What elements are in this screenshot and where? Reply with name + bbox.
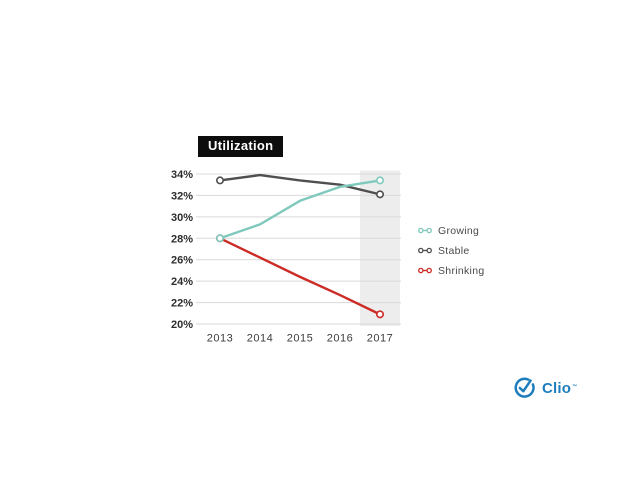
y-axis-tick-label: 30%: [171, 212, 193, 224]
growing-line-marker-icon: [418, 227, 432, 234]
y-axis-tick-label: 26%: [171, 255, 193, 267]
series-line-stable: [218, 173, 382, 196]
legend-label-stable: Stable: [438, 244, 470, 257]
series-line-growing: [218, 179, 382, 240]
y-axis-tick-label: 24%: [171, 276, 193, 288]
data-point-shrinking-2017: [375, 310, 384, 319]
shrinking-line-marker-icon: [418, 267, 432, 274]
series-line-shrinking: [218, 237, 382, 316]
legend-label-growing: Growing: [438, 224, 480, 237]
legend-item-growing: Growing: [418, 224, 484, 237]
legend-label-shrinking: Shrinking: [438, 264, 485, 277]
x-axis-tick-label: 2014: [247, 333, 273, 345]
y-axis-tick-label: 22%: [171, 298, 193, 310]
data-point-growing-2017: [375, 176, 384, 185]
y-axis-tick-label: 28%: [171, 233, 193, 245]
chart-legend: Growing Stable Shrinking: [418, 224, 484, 277]
x-axis-tick-label: 2013: [207, 333, 233, 345]
trademark-mark: ™: [572, 384, 578, 390]
legend-item-shrinking: Shrinking: [418, 264, 484, 277]
data-point-stable-2013: [216, 176, 225, 185]
clio-logo: Clio™: [511, 374, 578, 401]
clio-logo-text: Clio™: [542, 380, 578, 397]
x-axis-tick-label: 2015: [287, 333, 313, 345]
y-axis-tick-label: 32%: [171, 190, 193, 202]
y-axis-tick-label: 20%: [171, 319, 193, 331]
chart-title: Utilization: [198, 136, 284, 157]
data-point-growing-2013: [216, 234, 225, 243]
x-axis-tick-label: 2017: [367, 333, 393, 345]
y-axis-tick-label: 34%: [171, 169, 193, 181]
x-axis-tick-label: 2016: [327, 333, 353, 345]
clio-check-icon: [514, 377, 535, 398]
legend-item-stable: Stable: [418, 244, 484, 257]
stable-line-marker-icon: [418, 247, 432, 254]
data-point-stable-2017: [375, 190, 384, 199]
